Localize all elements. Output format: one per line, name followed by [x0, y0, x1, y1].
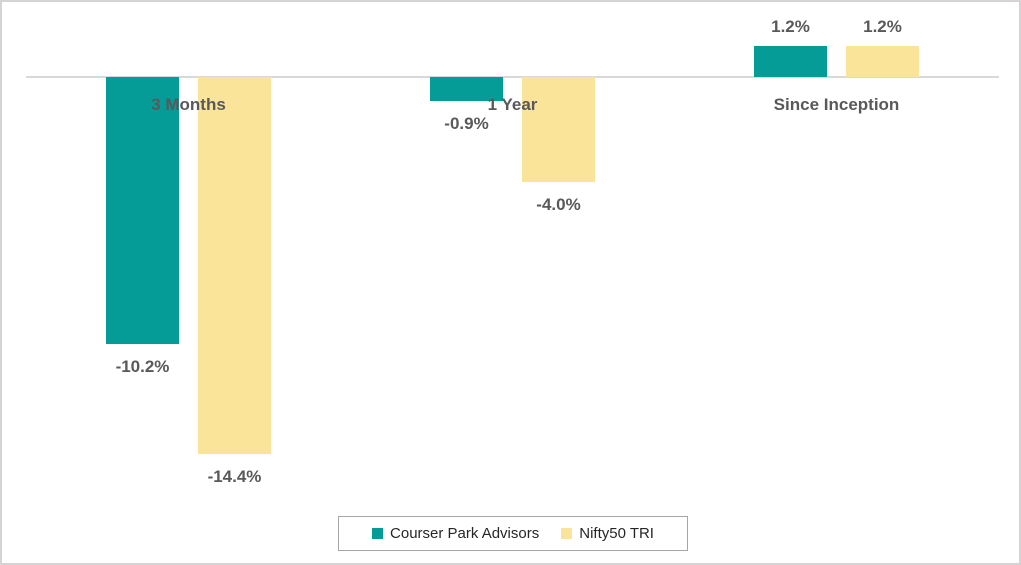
bar-courser-park-advisors-1-year [430, 77, 503, 101]
bar-nifty50-tri-3-months [198, 77, 271, 454]
value-label-nifty50-tri-since-inception: 1.2% [863, 16, 902, 36]
category-label-since-inception: Since Inception [773, 95, 900, 114]
legend-label: Courser Park Advisors [390, 524, 540, 542]
x-axis-baseline [26, 76, 999, 78]
legend-item-nifty50-tri: Nifty50 TRI [561, 525, 654, 543]
legend-swatch-icon [561, 528, 573, 539]
bar-nifty50-tri-1-year [522, 77, 595, 182]
value-label-courser-park-advisors-3-months: -10.2% [115, 356, 170, 376]
bar-courser-park-advisors-3-months [106, 77, 179, 344]
value-label-courser-park-advisors-since-inception: 1.2% [771, 16, 810, 36]
value-label-courser-park-advisors-1-year: -0.9% [444, 113, 489, 133]
value-label-nifty50-tri-1-year: -4.0% [536, 194, 581, 214]
category-label-1-year: 1 Year [487, 95, 538, 114]
bar-nifty50-tri-since-inception [846, 45, 919, 77]
category-label-3-months: 3 Months [151, 95, 226, 114]
legend: Courser Park Advisors Nifty50 TRI [338, 516, 688, 551]
legend-swatch-icon [372, 528, 384, 539]
bar-courser-park-advisors-since-inception [754, 45, 827, 77]
legend-item-courser-park-advisors: Courser Park Advisors [372, 525, 539, 543]
value-label-nifty50-tri-3-months: -14.4% [207, 466, 262, 486]
legend-label: Nifty50 TRI [579, 524, 654, 542]
